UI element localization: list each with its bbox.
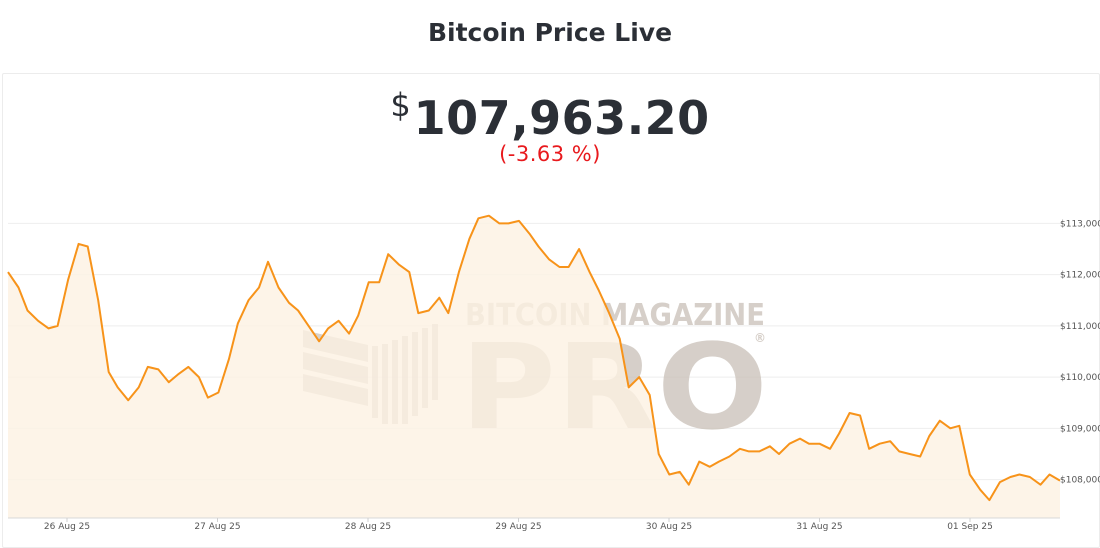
x-tick-label: 29 Aug 25: [495, 522, 541, 532]
y-tick-label: $109,000: [1060, 424, 1100, 434]
y-tick-label: $110,000: [1060, 373, 1100, 383]
y-tick-label: $108,000: [1060, 476, 1100, 486]
price-change: (-3.63 %): [499, 142, 601, 166]
page-title: Bitcoin Price Live: [427, 18, 673, 47]
watermark-registered-mark: ®: [754, 331, 766, 345]
x-axis-ticks: 26 Aug 25 27 Aug 25 28 Aug 25 29 Aug 25 30 A…: [44, 518, 993, 532]
x-tick-label: 28 Aug 25: [345, 522, 391, 532]
price-display: $107,963.20: [0, 86, 1100, 145]
x-tick-label: 26 Aug 25: [44, 522, 90, 532]
y-tick-label: $111,000: [1060, 322, 1100, 332]
x-tick-label: 31 Aug 25: [796, 522, 842, 532]
price-currency: $: [390, 86, 411, 124]
area-fill: [8, 215, 1060, 518]
price-line: [7, 214, 1061, 502]
y-tick-label: $112,000: [1060, 271, 1100, 281]
y-axis-ticks: $108,000 $109,000 $110,000 $111,000 $112,000…: [1060, 219, 1100, 485]
x-tick-label: 27 Aug 25: [194, 522, 240, 532]
y-tick-label: $113,000: [1060, 219, 1100, 229]
price-value: 107,963.20: [413, 91, 710, 145]
x-tick-label: 30 Aug 25: [646, 522, 692, 532]
x-tick-label: 01 Sep 25: [947, 522, 993, 532]
